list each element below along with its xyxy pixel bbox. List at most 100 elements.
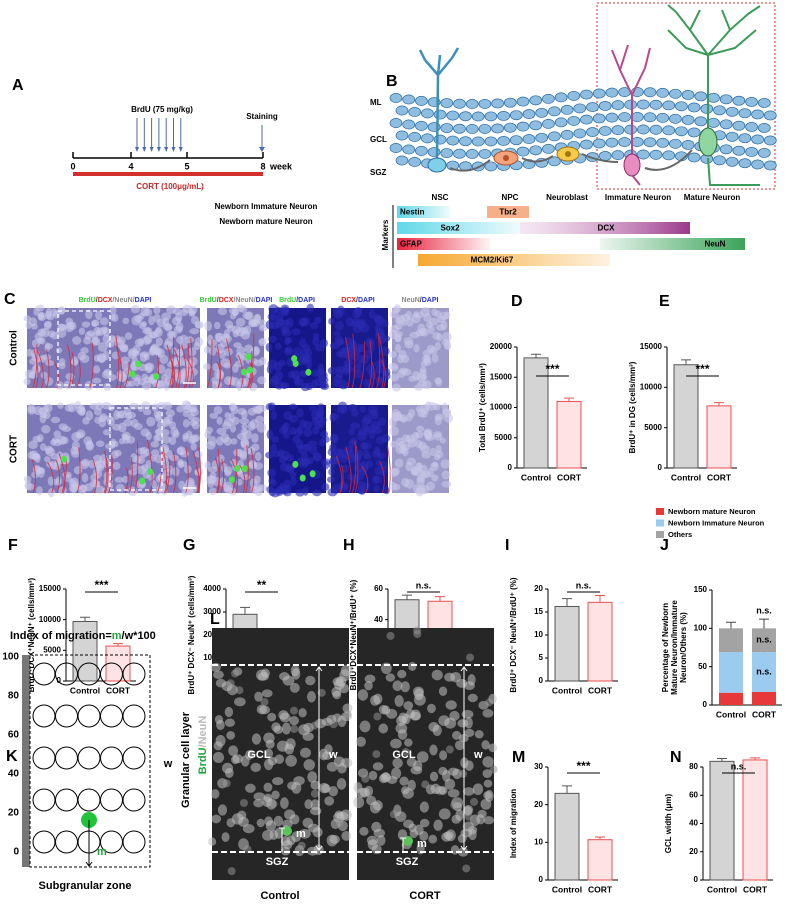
neun-cell xyxy=(310,789,319,798)
nucleus xyxy=(301,356,311,364)
bar xyxy=(587,839,613,881)
neun-cell xyxy=(329,720,338,729)
cell-outline xyxy=(77,704,101,728)
nucleus xyxy=(318,439,327,447)
y-axis-label: BrdU⁺ DCX⁻ NeuN⁺ (cells/mm³) xyxy=(187,575,196,694)
neun-cell xyxy=(395,723,408,734)
brdu-cell xyxy=(129,370,136,378)
granule-cell xyxy=(757,122,771,133)
nucleus xyxy=(359,405,367,413)
marker-bar xyxy=(600,238,745,250)
nucleus xyxy=(305,457,315,465)
dcx-fiber xyxy=(166,344,174,389)
highlight-box xyxy=(596,2,776,190)
neun-cell xyxy=(281,722,291,735)
dcx-fiber xyxy=(378,336,385,389)
nucleus xyxy=(237,432,247,441)
granule-cell xyxy=(592,88,606,99)
significance-label: n.s. xyxy=(731,761,747,771)
nucleus xyxy=(144,327,153,335)
injection-label: BrdU (75 mg/kg) xyxy=(131,105,193,114)
nucleus xyxy=(115,483,125,493)
nucleus xyxy=(212,363,220,372)
y-axis-label: BrdU⁺ in DG (cells/mm³) xyxy=(628,361,637,453)
neun-cell xyxy=(442,769,451,782)
nucleus xyxy=(203,363,211,370)
granule-cell xyxy=(491,123,504,134)
m-arrow xyxy=(85,820,93,867)
panel-letter: D xyxy=(511,293,523,310)
granule-cell xyxy=(395,105,409,116)
marker-label: DCX xyxy=(598,224,616,233)
nucleus xyxy=(143,408,152,416)
granule-cell xyxy=(738,158,752,169)
neun-cell xyxy=(305,675,316,686)
sgz-label: SGZ xyxy=(266,856,289,868)
dcx-fiber xyxy=(345,336,351,389)
nucleus xyxy=(103,382,112,391)
granule-cell xyxy=(465,124,479,134)
immature-dendrite xyxy=(611,44,651,186)
injection-arrowhead xyxy=(142,147,147,152)
neun-cell xyxy=(463,787,475,796)
cell-outline xyxy=(122,704,146,728)
neun-cell xyxy=(231,669,240,678)
nucleus xyxy=(208,339,218,347)
nucleus xyxy=(130,305,141,314)
nucleus xyxy=(266,429,274,440)
granule-cell xyxy=(440,123,454,133)
nucleus xyxy=(378,417,387,426)
column-header: BrdU/DCX/NeuN/DAPI xyxy=(79,297,152,304)
granule-cell xyxy=(732,120,746,131)
dcx-fiber xyxy=(345,447,352,494)
nucleus xyxy=(420,404,429,413)
nucleus xyxy=(360,460,369,469)
nucleus xyxy=(155,337,163,347)
nucleus xyxy=(28,440,38,450)
nucleus xyxy=(53,430,62,438)
dcx-fiber xyxy=(214,457,220,494)
nucleus xyxy=(32,452,40,460)
brdu-cell xyxy=(245,353,252,361)
sgz-label: SGZ xyxy=(396,856,419,868)
y-tick-label: 20 xyxy=(689,847,698,856)
nucleus xyxy=(270,443,278,453)
nucleus xyxy=(440,320,448,331)
granule-cell xyxy=(725,131,739,142)
nucleus xyxy=(271,436,280,443)
nucleus xyxy=(235,317,246,327)
nucleus xyxy=(422,354,431,363)
nucleus xyxy=(224,412,231,419)
neun-cell xyxy=(451,730,462,740)
granule-cell xyxy=(592,138,606,149)
column-header-part: / xyxy=(356,297,358,304)
neun-cell xyxy=(444,717,457,729)
neun-cell xyxy=(366,835,378,846)
significance-label: *** xyxy=(545,362,559,376)
nucleus xyxy=(91,320,98,328)
neun-cell xyxy=(303,759,315,771)
nucleus xyxy=(441,480,452,488)
neun-cell xyxy=(359,720,371,733)
neun-cell xyxy=(421,780,430,789)
brdu-cell xyxy=(292,360,299,368)
nucleus xyxy=(65,317,73,325)
nucleus xyxy=(70,484,77,494)
error-bar xyxy=(564,397,574,402)
nucleus xyxy=(79,460,89,470)
significance-label: n.s. xyxy=(756,635,772,645)
neun-cell xyxy=(232,754,243,764)
nucleus xyxy=(151,378,160,388)
nucleus xyxy=(434,415,442,426)
neun-cell xyxy=(254,691,263,702)
dcx-fiber xyxy=(76,447,81,494)
nucleus xyxy=(412,311,420,319)
granule-cell xyxy=(624,124,637,135)
bar xyxy=(554,792,580,881)
granule-cell xyxy=(478,123,492,134)
y-tick-label: 20 xyxy=(534,584,543,593)
nucleus xyxy=(364,425,371,436)
injection-arrowhead xyxy=(164,147,169,152)
nucleus xyxy=(392,383,401,392)
neun-cell xyxy=(310,721,319,730)
